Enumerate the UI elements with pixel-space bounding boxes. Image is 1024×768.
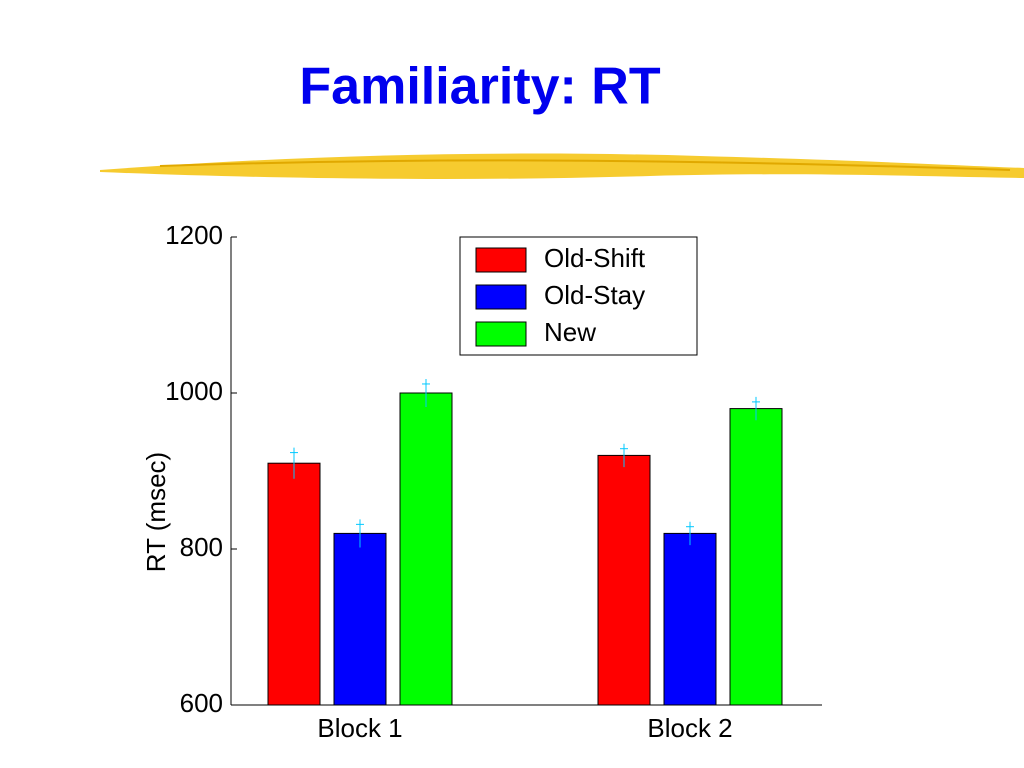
error-bar xyxy=(422,378,430,408)
slide-title: Familiarity: RT xyxy=(299,58,660,116)
bar xyxy=(267,462,321,706)
legend-swatch xyxy=(475,284,527,310)
x-tick-label: Block 2 xyxy=(647,713,732,743)
bar xyxy=(333,532,387,706)
legend-swatch xyxy=(475,247,527,273)
error-bar xyxy=(356,519,364,548)
error-bar xyxy=(686,521,694,546)
y-tick-label: 1000 xyxy=(165,376,223,406)
bar xyxy=(597,454,651,706)
legend-swatch xyxy=(475,321,527,347)
y-tick-label: 800 xyxy=(180,532,223,562)
y-axis-label: RT (msec) xyxy=(141,452,171,572)
legend-label: New xyxy=(544,317,596,347)
bar xyxy=(729,408,783,706)
x-tick-label: Block 1 xyxy=(317,713,402,743)
legend-label: Old-Shift xyxy=(544,243,646,273)
y-tick-label: 600 xyxy=(180,688,223,718)
y-tick-label: 1200 xyxy=(165,220,223,250)
error-bar xyxy=(752,396,760,421)
bar xyxy=(399,392,453,706)
error-bar xyxy=(290,447,298,479)
error-bar xyxy=(620,443,628,468)
legend-label: Old-Stay xyxy=(544,280,645,310)
brush-stroke xyxy=(100,153,1024,179)
bar xyxy=(663,532,717,706)
